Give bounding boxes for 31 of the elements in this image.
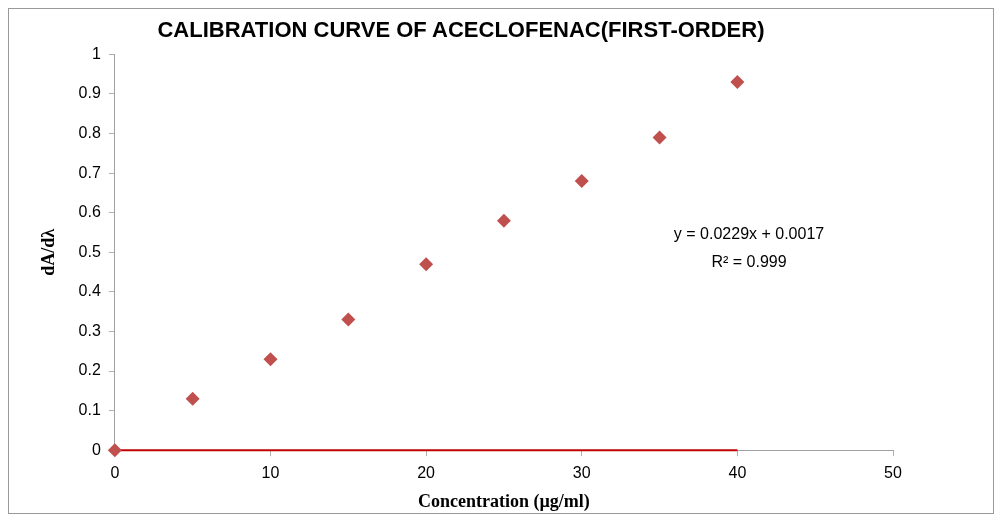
- y-tick-label: 0: [91, 440, 101, 458]
- x-tick-label: 30: [572, 464, 591, 482]
- point: [107, 443, 122, 458]
- y-tick-label: 0.2: [78, 361, 101, 379]
- y-tick-label: 0.4: [78, 282, 101, 300]
- chart-title: CALIBRATION CURVE OF ACECLOFENAC(FIRST-ORDER): [157, 17, 765, 43]
- x-tick-label: 40: [728, 464, 747, 482]
- y-axis-title: dA/dλ: [38, 228, 59, 276]
- y-tick-label: 0.3: [78, 321, 101, 339]
- y-tick-label: 0.9: [78, 84, 101, 102]
- x-tick-label: 10: [261, 464, 280, 482]
- x-tick-label: 50: [884, 464, 902, 482]
- y-tick-label: 0.5: [78, 242, 101, 260]
- point: [341, 312, 356, 327]
- point: [730, 75, 745, 90]
- x-tick-label: 0: [110, 464, 120, 482]
- point: [574, 174, 589, 189]
- annotation: y = 0.0229x + 0.0017: [673, 224, 825, 242]
- x-tick-label: 20: [417, 464, 436, 482]
- point: [496, 213, 511, 228]
- y-tick-label: 0.1: [78, 401, 101, 419]
- point: [263, 352, 278, 367]
- y-tick-label: 1: [91, 44, 101, 62]
- y-tick-label: 0.6: [78, 203, 101, 221]
- y-tick-label: 0.8: [78, 123, 101, 141]
- x-axis-title: Concentration (µg/ml): [418, 490, 590, 512]
- annotation: R² = 0.999: [711, 252, 787, 270]
- y-tick-label: 0.7: [78, 163, 101, 181]
- point: [419, 257, 434, 272]
- point: [652, 130, 667, 145]
- point: [185, 391, 200, 406]
